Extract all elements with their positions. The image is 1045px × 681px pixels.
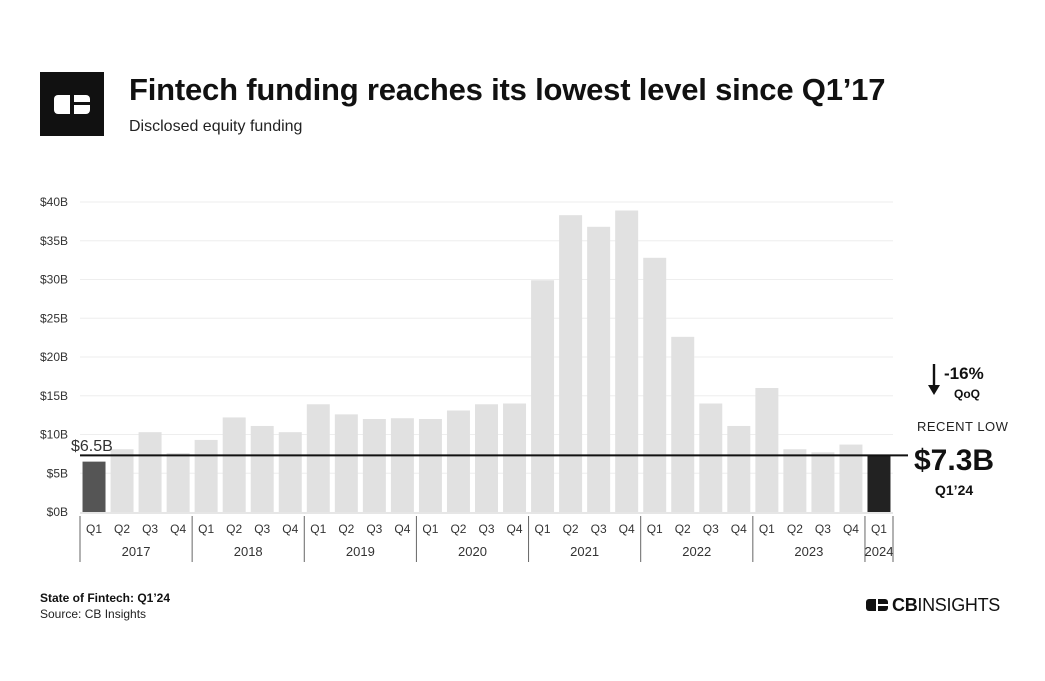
source-note: Source: CB Insights — [40, 607, 147, 621]
bar — [110, 449, 134, 512]
x-tick-label: Q2 — [226, 522, 242, 536]
y-axis: $0B $5B $10B $15B $20B $25B $30B $35B $40B — [40, 195, 68, 519]
x-tick-label: Q1 — [86, 522, 102, 536]
x-tick-label: Q4 — [394, 522, 410, 536]
change-label: QoQ — [954, 387, 980, 401]
bar — [503, 403, 527, 512]
x-tick-label: Q3 — [591, 522, 607, 536]
cb-insights-brand: CBINSIGHTS — [866, 594, 1000, 616]
recent-low-label: RECENT LOW — [917, 419, 1009, 434]
x-tick-label: Q3 — [142, 522, 158, 536]
change-value: -16% — [944, 364, 984, 383]
bar — [867, 455, 891, 512]
x-tick-label: Q1 — [198, 522, 214, 536]
y-tick-label: $15B — [40, 389, 68, 403]
x-tick-label: Q4 — [619, 522, 635, 536]
y-tick-label: $25B — [40, 311, 68, 325]
year-label: 2018 — [234, 544, 263, 559]
first-bar-label: $6.5B — [71, 438, 113, 455]
chart-subtitle: Disclosed equity funding — [129, 118, 303, 135]
x-tick-label: Q1 — [647, 522, 663, 536]
y-tick-label: $40B — [40, 195, 68, 209]
bar — [194, 439, 218, 512]
y-tick-label: $35B — [40, 234, 68, 248]
x-tick-label: Q4 — [507, 522, 523, 536]
bar — [839, 444, 863, 512]
bar — [138, 432, 162, 512]
bar — [418, 419, 442, 512]
x-tick-label: Q1 — [310, 522, 326, 536]
annotations: $6.5B -16% QoQ RECENT LOW $7.3B Q1’24 — [71, 364, 1009, 498]
bar — [446, 410, 470, 512]
bar — [559, 215, 583, 513]
x-tick-label: Q2 — [787, 522, 803, 536]
cb-logo-icon — [866, 597, 888, 613]
recent-low-value: $7.3B — [914, 444, 994, 477]
bar — [811, 452, 835, 512]
year-label: 2022 — [682, 544, 711, 559]
y-tick-label: $0B — [47, 505, 68, 519]
cb-logo-icon — [40, 72, 104, 136]
year-label: 2017 — [122, 544, 151, 559]
y-tick-label: $20B — [40, 350, 68, 364]
x-axis: Q1 Q2 Q3 Q4 Q1 Q2 Q3 Q4 Q1 Q2 Q3 Q4 Q1 Q2 Q3 Q4 Q1 Q2 Q3 Q4… — [79, 512, 894, 562]
bar — [699, 403, 723, 512]
bars — [82, 210, 891, 513]
bar — [615, 210, 639, 512]
x-tick-label: Q4 — [843, 522, 859, 536]
x-tick-label: Q2 — [338, 522, 354, 536]
y-tick-label: $30B — [40, 273, 68, 287]
funding-bar-chart: $0B$5B$10B$15B$20B$25B$30B$35B$40B Q1 Q2 Q… — [40, 195, 1009, 562]
year-label: 2020 — [458, 544, 487, 559]
year-label: 2021 — [570, 544, 599, 559]
bar — [362, 419, 386, 512]
down-arrow-icon — [928, 364, 940, 395]
x-tick-label: Q3 — [703, 522, 719, 536]
x-tick-label: Q4 — [282, 522, 298, 536]
x-tick-label: Q2 — [450, 522, 466, 536]
x-tick-label: Q3 — [478, 522, 494, 536]
bar — [727, 425, 751, 512]
y-tick-label: $10B — [40, 428, 68, 442]
bar — [306, 404, 330, 512]
bar — [783, 449, 807, 512]
bar — [587, 226, 611, 513]
recent-low-period: Q1’24 — [935, 482, 973, 498]
bar — [755, 388, 779, 512]
x-tick-label: Q1 — [871, 522, 887, 536]
report-name: State of Fintech: Q1’24 — [40, 591, 171, 605]
x-tick-label: Q2 — [675, 522, 691, 536]
bar — [250, 425, 274, 512]
brand-name-part1: CB — [892, 594, 918, 615]
chart-title: Fintech funding reaches its lowest level… — [129, 72, 886, 107]
x-tick-label: Q3 — [815, 522, 831, 536]
x-tick-label: Q2 — [563, 522, 579, 536]
bar — [166, 453, 190, 512]
bar — [531, 280, 555, 512]
year-label: 2024 — [865, 544, 894, 559]
x-tick-label: Q1 — [535, 522, 551, 536]
x-tick-label: Q4 — [170, 522, 186, 536]
bar — [222, 417, 246, 512]
bar — [671, 336, 695, 512]
year-label: 2019 — [346, 544, 375, 559]
x-tick-label: Q1 — [422, 522, 438, 536]
year-label: 2023 — [794, 544, 823, 559]
x-tick-label: Q3 — [366, 522, 382, 536]
bar — [334, 414, 358, 512]
y-tick-label: $5B — [47, 466, 68, 480]
x-tick-label: Q4 — [731, 522, 747, 536]
x-tick-label: Q2 — [114, 522, 130, 536]
bar — [278, 432, 302, 512]
bar — [475, 404, 498, 512]
bar — [82, 461, 106, 512]
x-tick-label: Q1 — [759, 522, 775, 536]
bar — [643, 257, 667, 512]
bar — [390, 418, 414, 512]
brand-name-part2: INSIGHTS — [917, 594, 1001, 615]
x-tick-label: Q3 — [254, 522, 270, 536]
